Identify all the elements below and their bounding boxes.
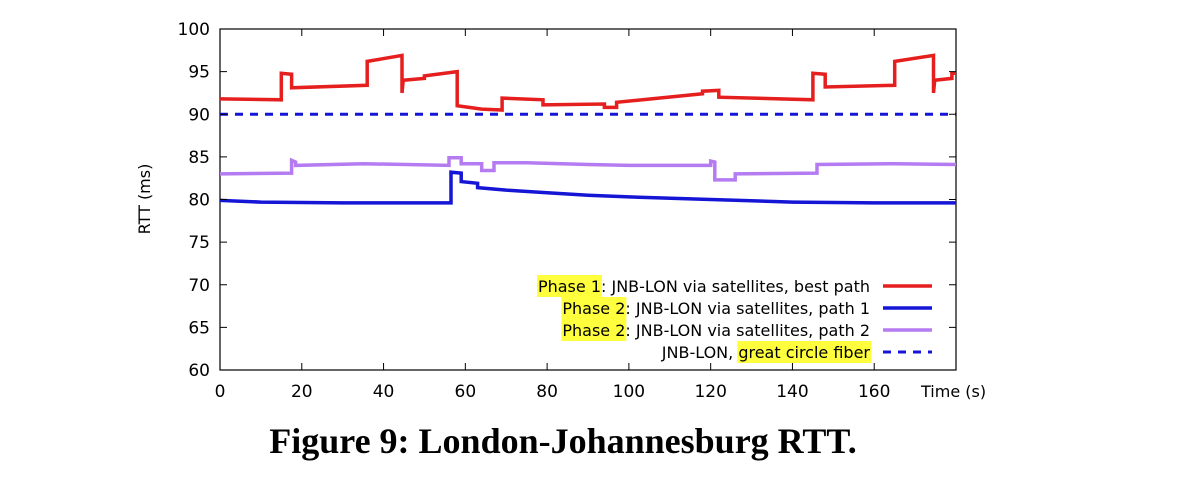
y-tick-label: 75 bbox=[188, 233, 210, 253]
legend-entry-path1: Phase 2: JNB-LON via satellites, path 1 bbox=[562, 299, 870, 318]
figure-caption: Figure 9: London-Johannesburg RTT. bbox=[269, 421, 857, 461]
x-axis-label: Time (s) bbox=[920, 382, 986, 401]
legend-path2-tag: Phase 2 bbox=[562, 321, 625, 340]
legend-path1-text: : JNB-LON via satellites, path 1 bbox=[625, 299, 870, 318]
legend: Phase 1: JNB-LON via satellites, best pa… bbox=[537, 275, 932, 363]
x-tick-label: 40 bbox=[373, 382, 395, 402]
x-tick-label: 100 bbox=[613, 382, 645, 402]
tick-layer: 60 65 70 75 80 85 90 95 100 0 20 40 60 80 100 120 140 160 bbox=[178, 20, 956, 402]
legend-fiber-text: JNB-LON, bbox=[661, 343, 739, 362]
legend-highlight-fiber bbox=[737, 341, 872, 363]
x-tick-label: 60 bbox=[455, 382, 477, 402]
legend-entry-fiber: JNB-LON, great circle fiber bbox=[661, 343, 871, 362]
legend-path1-tag: Phase 2 bbox=[562, 299, 625, 318]
legend-entry-phase1: Phase 1: JNB-LON via satellites, best pa… bbox=[538, 277, 870, 296]
x-tick-label: 120 bbox=[694, 382, 726, 402]
series-line-path2 bbox=[219, 155, 957, 182]
legend-entry-path2: Phase 2: JNB-LON via satellites, path 2 bbox=[562, 321, 870, 340]
y-tick-label: 90 bbox=[188, 105, 210, 125]
y-tick-label: 65 bbox=[188, 318, 210, 338]
y-tick-label: 95 bbox=[188, 63, 210, 83]
legend-phase1-tag: Phase 1 bbox=[538, 277, 601, 296]
series-line-path1 bbox=[219, 170, 956, 205]
legend-highlight-path2 bbox=[561, 319, 627, 341]
legend-highlight-phase1 bbox=[537, 275, 602, 297]
x-tick-label: 140 bbox=[776, 382, 808, 402]
series-line-phase1 bbox=[219, 53, 956, 112]
x-tick-label: 20 bbox=[291, 382, 313, 402]
legend-fiber-tag: great circle fiber bbox=[738, 343, 870, 362]
legend-phase1-text: : JNB-LON via satellites, best path bbox=[601, 277, 870, 296]
x-tick-label: 0 bbox=[215, 382, 226, 402]
legend-path2-text: : JNB-LON via satellites, path 2 bbox=[625, 321, 870, 340]
y-axis-label: RTT (ms) bbox=[135, 164, 154, 235]
rtt-chart: 60 65 70 75 80 85 90 95 100 0 20 40 60 80 100 120 140 160… bbox=[135, 20, 986, 402]
y-tick-label: 60 bbox=[188, 361, 210, 381]
x-tick-label: 160 bbox=[858, 382, 890, 402]
y-tick-label: 100 bbox=[178, 20, 210, 40]
y-tick-label: 70 bbox=[188, 276, 210, 296]
legend-highlight-path1 bbox=[561, 297, 627, 319]
y-tick-label: 85 bbox=[188, 148, 210, 168]
y-tick-label: 80 bbox=[188, 191, 210, 211]
series-layer bbox=[219, 53, 957, 205]
x-tick-label: 80 bbox=[536, 382, 558, 402]
